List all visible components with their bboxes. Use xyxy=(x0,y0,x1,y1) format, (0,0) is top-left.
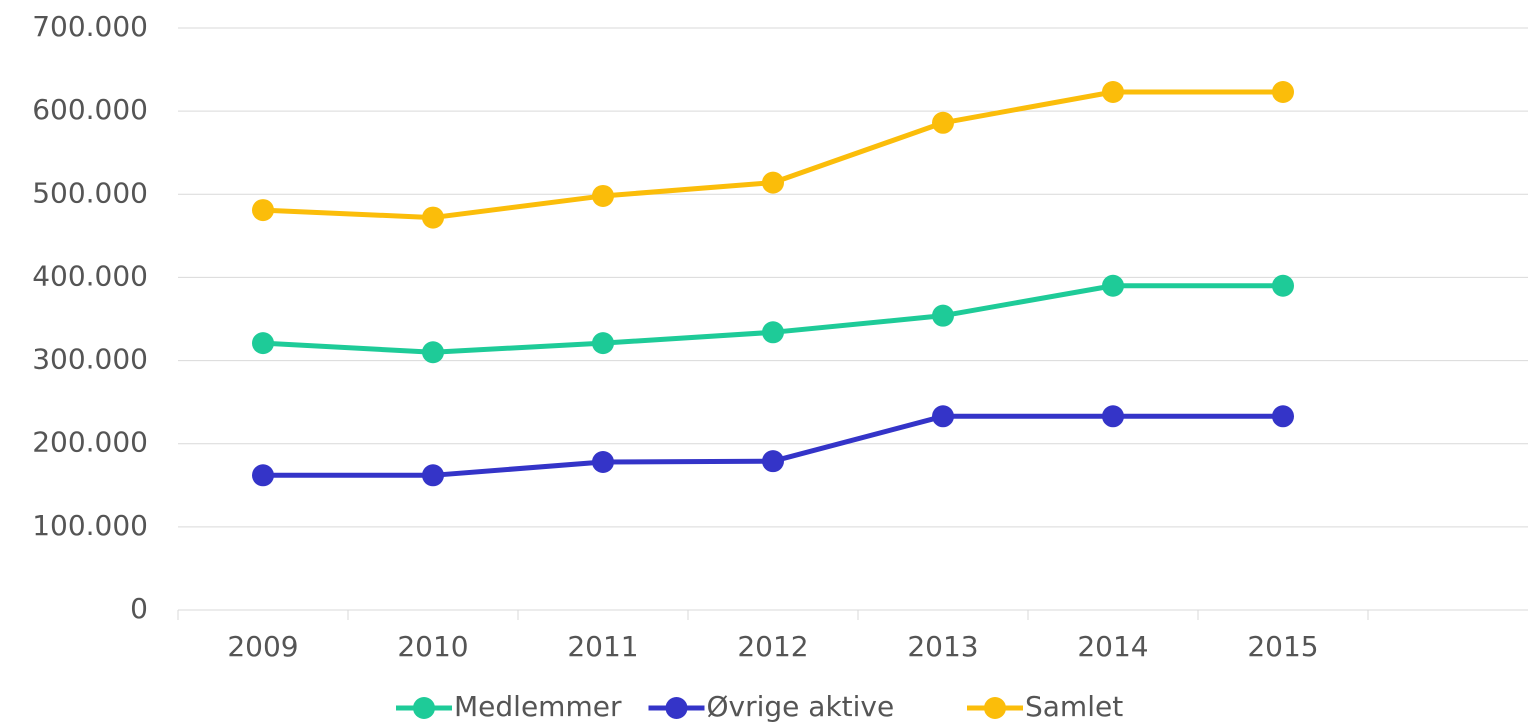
legend-marker xyxy=(413,697,435,719)
data-point xyxy=(932,304,954,327)
x-tick-label: 2013 xyxy=(907,630,978,663)
y-tick-label: 700.000 xyxy=(32,10,148,43)
y-tick-label: 300.000 xyxy=(32,343,148,376)
data-point xyxy=(422,341,444,364)
data-point xyxy=(422,464,444,487)
x-tick-label: 2015 xyxy=(1247,630,1318,663)
x-tick-label: 2009 xyxy=(227,630,298,663)
data-point xyxy=(592,332,614,355)
data-point xyxy=(762,171,784,194)
legend-label: Samlet xyxy=(1025,690,1123,723)
legend-marker xyxy=(984,697,1006,719)
data-point xyxy=(1102,274,1124,297)
x-tick-label: 2014 xyxy=(1077,630,1148,663)
data-point xyxy=(422,206,444,229)
data-point xyxy=(762,450,784,473)
data-point xyxy=(1272,274,1294,297)
data-point xyxy=(1102,81,1124,104)
legend-label: Medlemmer xyxy=(454,690,622,723)
data-point xyxy=(932,111,954,134)
y-tick-label: 0 xyxy=(130,592,148,625)
data-point xyxy=(1102,405,1124,428)
legend-label: Øvrige aktive xyxy=(707,690,895,723)
x-tick-label: 2010 xyxy=(397,630,468,663)
data-point xyxy=(592,184,614,207)
y-tick-label: 100.000 xyxy=(32,509,148,542)
y-tick-label: 400.000 xyxy=(32,259,148,292)
data-point xyxy=(1272,405,1294,428)
x-tick-label: 2012 xyxy=(737,630,808,663)
y-tick-label: 600.000 xyxy=(32,93,148,126)
data-point xyxy=(1272,81,1294,104)
data-point xyxy=(932,405,954,428)
data-point xyxy=(592,451,614,474)
data-point xyxy=(762,321,784,344)
x-tick-label: 2011 xyxy=(567,630,638,663)
y-tick-label: 200.000 xyxy=(32,426,148,459)
data-point xyxy=(252,332,274,355)
legend-marker xyxy=(665,697,688,719)
y-tick-label: 500.000 xyxy=(32,176,148,209)
data-point xyxy=(252,464,274,487)
data-point xyxy=(252,199,274,222)
